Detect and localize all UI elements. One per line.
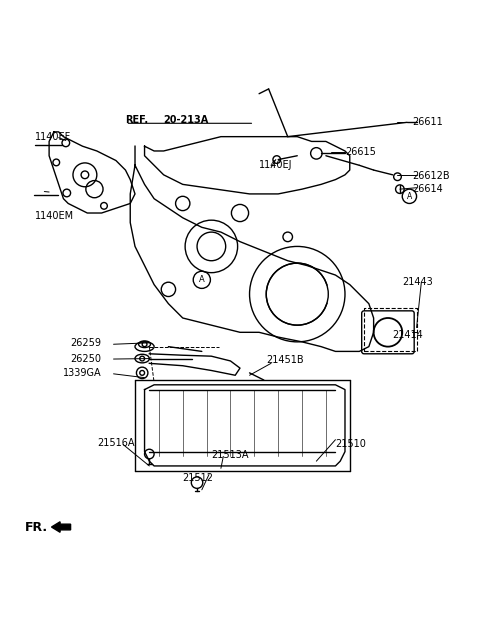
- Text: 26615: 26615: [345, 148, 376, 157]
- Text: 21443: 21443: [402, 277, 433, 287]
- Text: 21414: 21414: [393, 329, 423, 340]
- Text: 21512: 21512: [183, 473, 214, 483]
- Text: 26612B: 26612B: [412, 171, 449, 181]
- Text: 21451B: 21451B: [266, 354, 304, 364]
- Text: A: A: [199, 275, 204, 284]
- Text: 1140EF: 1140EF: [35, 132, 71, 142]
- Text: 26614: 26614: [412, 184, 443, 194]
- Text: A: A: [407, 192, 412, 201]
- Text: REF.: REF.: [125, 115, 149, 125]
- Text: FR.: FR.: [25, 520, 48, 534]
- Text: 26611: 26611: [412, 117, 443, 127]
- Text: 20-213A: 20-213A: [164, 115, 209, 125]
- Text: 21513A: 21513A: [211, 450, 249, 460]
- Text: 1339GA: 1339GA: [63, 368, 102, 378]
- FancyArrow shape: [51, 522, 71, 532]
- Text: 1140EM: 1140EM: [35, 211, 74, 221]
- Text: 26250: 26250: [71, 354, 102, 364]
- Text: 21510: 21510: [336, 438, 366, 448]
- Text: 21516A: 21516A: [97, 438, 134, 448]
- Text: 1140EJ: 1140EJ: [259, 160, 293, 170]
- Text: 26259: 26259: [71, 338, 102, 349]
